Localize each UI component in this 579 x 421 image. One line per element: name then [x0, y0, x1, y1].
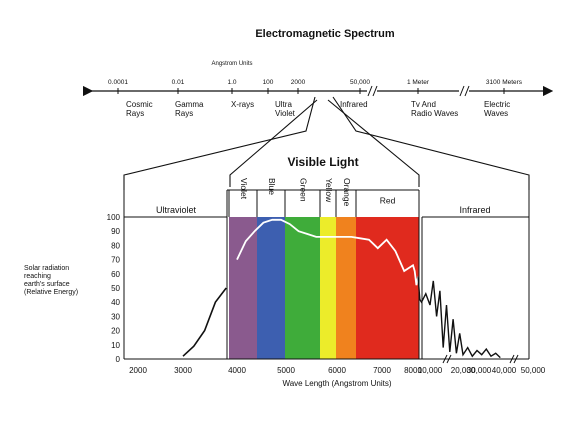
zoom-connectors — [123, 96, 530, 190]
x-tick-label: 3000 — [174, 366, 192, 375]
solar-radiation-curve — [182, 218, 501, 359]
x-tick-label: 50,000 — [521, 366, 546, 375]
x-tick-label: 4000 — [228, 366, 246, 375]
top-tick-labels: 0.0001 0.01 1.0 100 2000 50,000 1 Meter 3100 Me… — [108, 79, 523, 94]
x-axis-break-end — [509, 354, 519, 364]
y-tick-label: 80 — [111, 241, 120, 250]
axis-break-2 — [459, 85, 470, 97]
top-region-label: Electric Waves — [484, 100, 510, 118]
y-tick-label: 90 — [111, 227, 120, 236]
x-tick-label: 7000 — [373, 366, 391, 375]
top-tick-label: 50,000 — [350, 79, 370, 86]
y-tick-label: 0 — [116, 355, 121, 364]
y-axis-label-text: Solar radiation reaching earth's surface (R… — [24, 265, 78, 296]
x-axis-label: Wave Length (Angstrom Units) — [282, 379, 391, 388]
band-label-red: Red — [380, 195, 396, 205]
top-tick-label: 1.0 — [227, 79, 236, 86]
x-tick-label: 20,000 — [451, 366, 476, 375]
top-tick-label: 100 — [263, 79, 274, 86]
infrared-label: Infrared — [459, 205, 490, 215]
title: Electromagnetic Spectrum — [255, 28, 395, 40]
band-green — [285, 217, 320, 359]
y-tick-label: 40 — [111, 298, 120, 307]
curve-visible-segment — [236, 218, 419, 286]
y-tick-label: 50 — [111, 284, 120, 293]
top-region-label: Ultra Violet — [275, 100, 296, 118]
x-tick-label: 30,000 — [467, 366, 492, 375]
top-region-label: Cosmic Rays — [126, 100, 153, 118]
band-orange — [336, 217, 356, 359]
top-region-label: Gamma Rays — [175, 100, 204, 118]
y-tick-label: 20 — [111, 327, 120, 336]
top-region-label: Infrared — [340, 100, 368, 109]
curve-ir-segment — [417, 276, 501, 359]
top-region-label: X-rays — [231, 100, 254, 109]
x-tick-label: 10,000 — [418, 366, 443, 375]
y-tick-label: 70 — [111, 256, 120, 265]
units-label: Angstrom Units — [211, 61, 252, 67]
band-yellow — [320, 217, 336, 359]
x-tick-label: 40,000 — [492, 366, 517, 375]
top-tick-label: 1 Meter — [407, 79, 430, 86]
band-label-blue: Blue — [267, 178, 277, 195]
x-tick-label: 2000 — [129, 366, 147, 375]
band-label-yellow: Yellow — [324, 178, 334, 203]
band-label-violet: Violet — [239, 178, 249, 200]
x-tick-label: 8000 — [404, 366, 422, 375]
top-region-label: Tv And Radio Waves — [411, 100, 458, 118]
y-tick-label: 30 — [111, 312, 120, 321]
top-tick-label: 3100 Meters — [486, 79, 523, 86]
axis-break-1 — [367, 85, 378, 97]
band-blue — [257, 217, 285, 359]
top-tick-label: 0.01 — [172, 79, 185, 86]
band-label-orange: Orange — [342, 178, 352, 207]
top-tick-label: 2000 — [291, 79, 306, 86]
x-tick-label: 6000 — [328, 366, 346, 375]
y-tick-label: 60 — [111, 270, 120, 279]
band-violet — [229, 217, 257, 359]
y-axis-label: Solar radiation reaching earth's surface (R… — [24, 265, 78, 296]
x-tick-label: 5000 — [277, 366, 295, 375]
y-tick-label: 100 — [107, 213, 121, 222]
top-tick-label: 0.0001 — [108, 79, 128, 86]
ultraviolet-label: Ultraviolet — [156, 205, 197, 215]
color-bands: Violet Blue Green Yellow Orange Red — [228, 178, 419, 359]
visible-light-title: Visible Light — [287, 155, 358, 169]
y-tick-label: 10 — [111, 341, 120, 350]
top-region-labels: Cosmic Rays Gamma Rays X-rays Ultra Violet Infr… — [126, 100, 510, 118]
chart-frame — [123, 189, 530, 360]
curve-uv-segment — [182, 287, 227, 357]
x-axis-break — [442, 354, 452, 364]
